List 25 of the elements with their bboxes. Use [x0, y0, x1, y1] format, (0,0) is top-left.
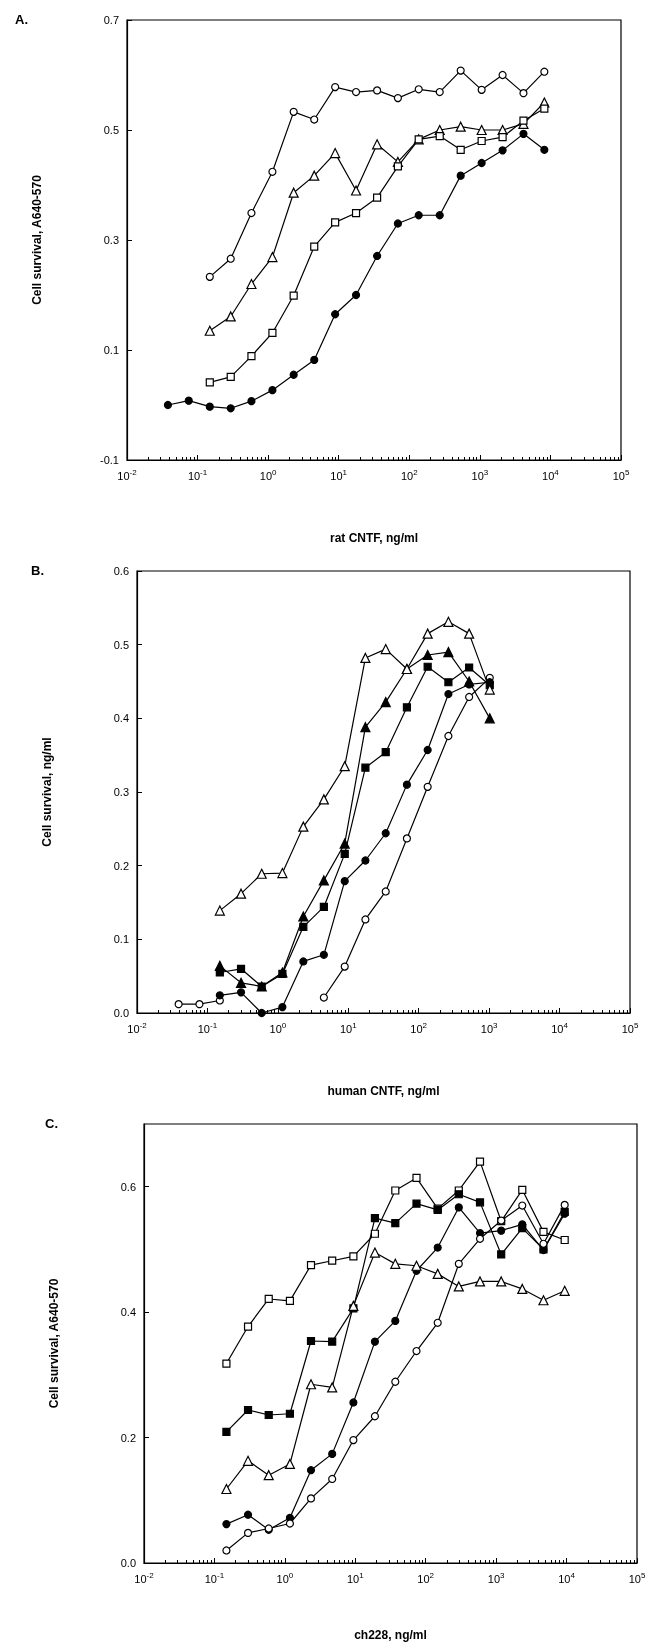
y-tick-label: 0.0 — [113, 1007, 129, 1019]
x-axis-title: rat CNTF, ng/ml — [329, 531, 419, 545]
y-tick-label: 0.2 — [120, 1431, 136, 1444]
y-tick-label: 0.3 — [113, 786, 129, 798]
y-axis-title: Cell survival, ng/ml — [40, 737, 54, 847]
chart-title: B. — [31, 563, 44, 578]
y-tick-label: 0.1 — [113, 933, 129, 946]
y-tick-label: 0.1 — [103, 344, 119, 356]
y-axis-title: Cell survival, A640-570 — [47, 1278, 61, 1409]
y-tick-label: 0.6 — [120, 1180, 136, 1193]
y-tick-label: 0.6 — [113, 565, 129, 577]
y-tick-label: -0.1 — [100, 454, 119, 466]
x-axis-title: human CNTF, ng/ml — [327, 1084, 440, 1098]
y-tick-label: 0.3 — [103, 234, 119, 246]
y-axis-title: Cell survival, A640-570 — [30, 174, 44, 305]
y-tick-label: 0.5 — [113, 638, 129, 651]
y-tick-label: 0.4 — [113, 712, 129, 725]
y-tick-label: 0.5 — [103, 124, 119, 136]
y-tick-label: 0.0 — [120, 1557, 136, 1569]
y-tick-label: 0.4 — [120, 1306, 136, 1319]
text: A. — [15, 12, 28, 27]
x-axis-title: ch228, ng/ml — [354, 1628, 427, 1642]
chart-title: C. — [45, 1116, 58, 1131]
y-tick-label: 0.2 — [113, 859, 129, 872]
y-tick-label: 0.7 — [103, 14, 119, 26]
